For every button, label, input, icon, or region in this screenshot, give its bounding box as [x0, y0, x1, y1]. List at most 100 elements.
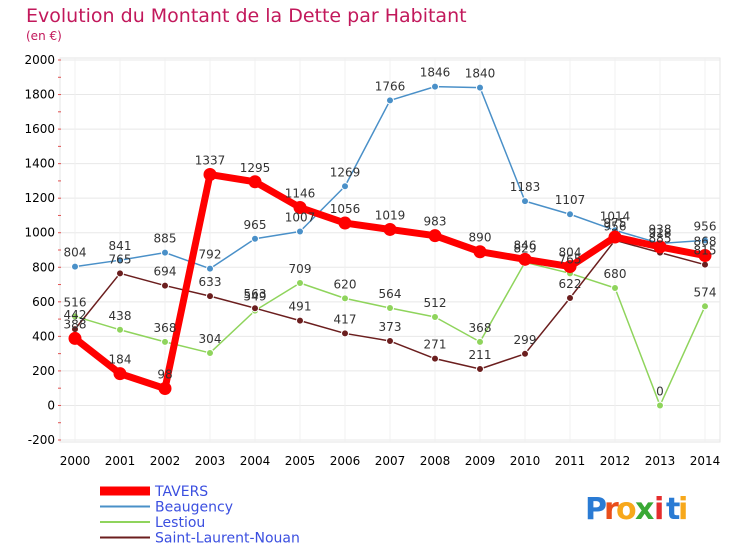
data-point	[476, 365, 484, 374]
data-label: 1337	[195, 154, 226, 168]
data-label: 368	[154, 321, 177, 335]
data-point	[206, 264, 214, 273]
data-point	[656, 401, 664, 410]
x-tick-label: 2011	[555, 454, 586, 468]
data-point	[521, 197, 529, 206]
data-point	[161, 248, 169, 257]
logo-letter: i	[678, 492, 688, 527]
data-label: 1014	[600, 209, 631, 223]
data-label: 368	[469, 321, 492, 335]
data-label: 890	[469, 231, 492, 245]
data-label: 1146	[285, 187, 316, 201]
data-label: 373	[379, 320, 402, 334]
data-label: 1269	[330, 165, 361, 179]
data-point	[431, 354, 439, 363]
y-tick-label: 200	[32, 364, 55, 378]
logo-letter: o	[616, 492, 637, 527]
data-point	[521, 349, 529, 358]
data-point	[251, 304, 259, 313]
data-label: 709	[289, 262, 312, 276]
data-point	[431, 82, 439, 91]
data-label: 868	[694, 235, 717, 249]
y-tick-label: 1400	[24, 157, 55, 171]
data-label: 1007	[285, 211, 316, 225]
data-label: 417	[334, 312, 357, 326]
data-point	[161, 281, 169, 290]
data-point	[518, 252, 532, 266]
data-label: 975	[604, 216, 627, 230]
y-tick-label: 800	[32, 260, 55, 274]
y-tick-label: -200	[28, 433, 55, 447]
data-point	[251, 234, 259, 243]
x-tick-label: 2003	[195, 454, 226, 468]
data-point	[116, 256, 124, 265]
x-tick-label: 2010	[510, 454, 541, 468]
data-label: 956	[604, 219, 627, 233]
data-point	[701, 302, 709, 311]
y-tick-label: 1000	[24, 226, 55, 240]
x-tick-label: 2012	[600, 454, 631, 468]
data-point	[296, 227, 304, 236]
data-label: 299	[514, 333, 537, 347]
data-point	[473, 245, 487, 259]
logo-letter: r	[604, 492, 619, 527]
data-label: 846	[514, 238, 537, 252]
data-label: 0	[656, 384, 664, 398]
logo-letter: P	[585, 492, 607, 527]
x-tick-label: 2001	[105, 454, 136, 468]
data-point	[296, 278, 304, 287]
data-label: 938	[649, 222, 672, 236]
data-label: 829	[514, 241, 537, 255]
data-label: 918	[649, 226, 672, 240]
data-label: 633	[199, 275, 222, 289]
data-point	[431, 313, 439, 322]
data-point	[386, 96, 394, 105]
data-label: 885	[154, 232, 177, 246]
data-point	[116, 325, 124, 334]
legend-label: TAVERS	[154, 484, 208, 500]
data-point	[341, 182, 349, 191]
data-label: 620	[334, 277, 357, 291]
data-point	[476, 337, 484, 346]
gridlines	[60, 58, 720, 442]
data-point	[386, 337, 394, 346]
data-label: 1295	[240, 161, 271, 175]
x-tick-label: 2000	[60, 454, 91, 468]
axes: -200 0 200 400 600 800 1000 1200 1400 1600 1800 200…	[24, 53, 720, 468]
data-label: 1056	[330, 202, 361, 216]
data-label: 765	[109, 252, 132, 266]
data-label: 1766	[375, 79, 406, 93]
y-tick-label: 1200	[24, 191, 55, 205]
data-label: 1846	[420, 66, 451, 80]
data-point	[608, 230, 622, 244]
data-label: 564	[379, 287, 402, 301]
x-tick-label: 2002	[150, 454, 181, 468]
legend: TAVERSBeaugencyLestiouSaint-Laurent-Noua…	[100, 484, 300, 547]
data-label: 965	[244, 218, 267, 232]
data-label: 549	[244, 290, 267, 304]
data-point	[161, 337, 169, 346]
logo-letter: x	[635, 492, 654, 527]
data-point	[653, 240, 667, 254]
data-label: 1107	[555, 193, 586, 207]
data-label: 512	[424, 296, 447, 310]
data-point	[116, 269, 124, 278]
y-tick-label: 1800	[24, 88, 55, 102]
y-tick-label: 400	[32, 329, 55, 343]
data-point	[701, 236, 709, 245]
x-tick-label: 2009	[465, 454, 496, 468]
data-label: 491	[289, 300, 312, 314]
data-label: 1019	[375, 208, 406, 222]
data-point	[206, 348, 214, 357]
x-tick-label: 2005	[285, 454, 316, 468]
data-point	[296, 316, 304, 325]
data-label: 388	[64, 317, 87, 331]
data-point	[563, 260, 577, 274]
data-label: 765	[559, 252, 582, 266]
data-point	[341, 329, 349, 338]
data-label: 184	[109, 353, 132, 367]
data-label: 1183	[510, 180, 541, 194]
data-point	[203, 168, 217, 182]
x-tick-label: 2007	[375, 454, 406, 468]
